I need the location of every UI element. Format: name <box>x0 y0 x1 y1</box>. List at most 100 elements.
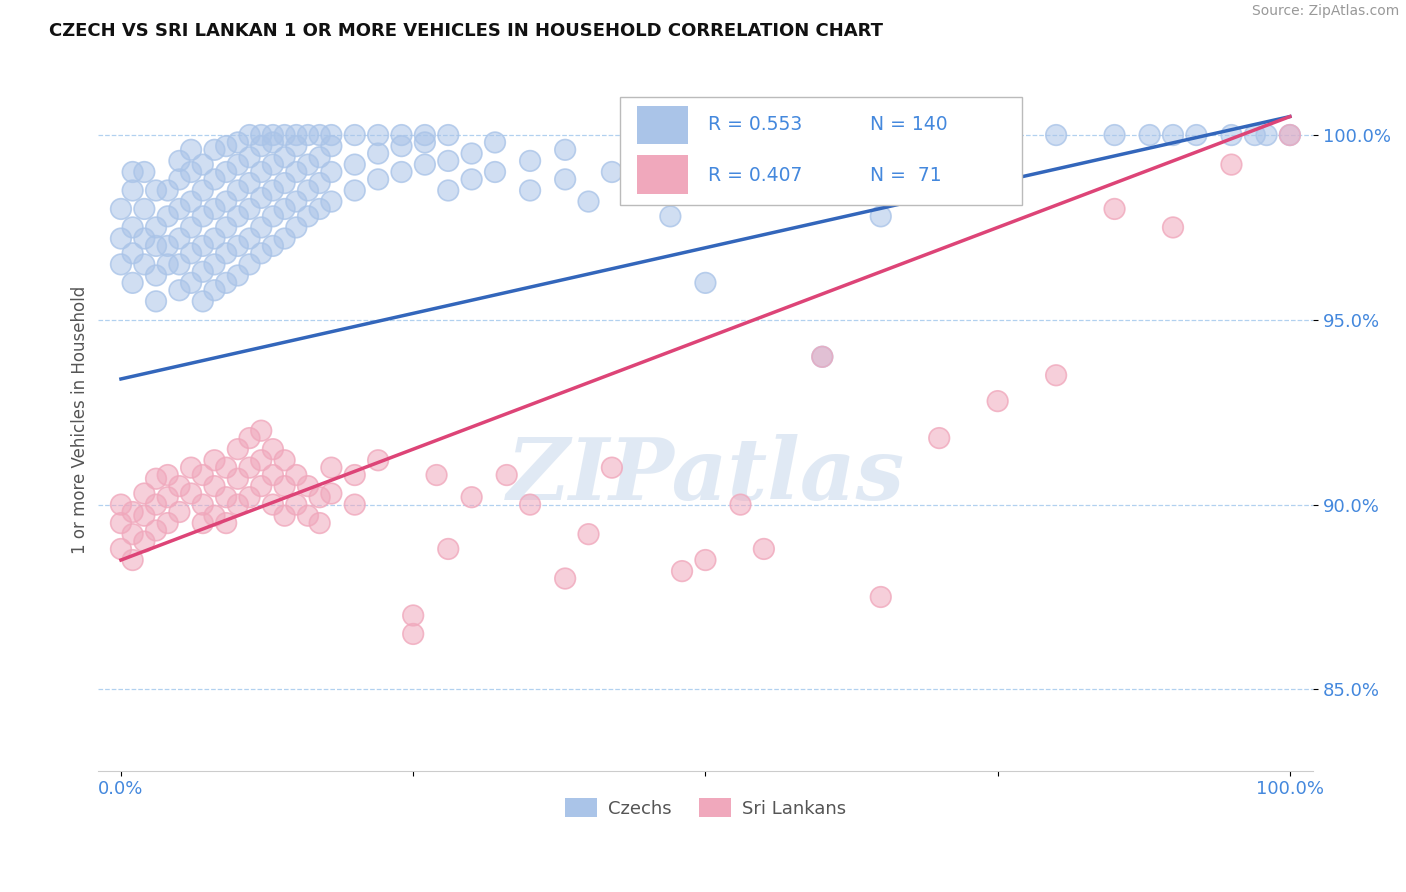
Point <box>156 184 179 198</box>
Point <box>191 239 214 253</box>
Point <box>402 627 425 641</box>
Point <box>1045 368 1067 383</box>
Point <box>156 257 179 271</box>
Point <box>297 128 319 142</box>
Point <box>308 516 330 530</box>
Point <box>215 460 238 475</box>
Point <box>204 283 226 297</box>
Point <box>110 516 132 530</box>
Point <box>495 468 517 483</box>
Point <box>250 191 273 205</box>
Point <box>437 541 460 556</box>
Point <box>262 210 284 224</box>
Point <box>180 143 202 157</box>
Point <box>262 468 284 483</box>
Point <box>460 146 482 161</box>
Point <box>180 143 202 157</box>
Point <box>273 150 295 164</box>
Point <box>226 498 249 512</box>
Point <box>226 136 249 150</box>
Point <box>180 246 202 260</box>
Point <box>1243 128 1265 142</box>
Point <box>262 468 284 483</box>
Point <box>145 524 167 538</box>
Point <box>238 431 260 445</box>
Point <box>484 165 506 179</box>
Point <box>262 128 284 142</box>
Point <box>180 165 202 179</box>
Point <box>987 394 1010 409</box>
Point <box>285 220 308 235</box>
Point <box>285 498 308 512</box>
Point <box>321 194 343 209</box>
Point <box>238 460 260 475</box>
Point <box>1278 128 1301 142</box>
Point <box>600 165 623 179</box>
Point <box>238 231 260 245</box>
Point <box>437 128 460 142</box>
Point <box>262 128 284 142</box>
Point <box>134 202 156 216</box>
Point <box>554 172 576 186</box>
Point <box>145 498 167 512</box>
Point <box>169 231 191 245</box>
Point <box>834 158 856 172</box>
Point <box>169 257 191 271</box>
Point <box>297 508 319 523</box>
Text: R = 0.407: R = 0.407 <box>707 166 803 185</box>
Point <box>215 246 238 260</box>
Point <box>238 490 260 504</box>
Point <box>285 139 308 153</box>
Point <box>121 276 143 290</box>
Point <box>169 505 191 519</box>
Point <box>238 150 260 164</box>
Point <box>110 516 132 530</box>
Point <box>191 498 214 512</box>
Point <box>191 468 214 483</box>
Point <box>121 276 143 290</box>
Point <box>413 158 436 172</box>
Point <box>1104 202 1126 216</box>
Point <box>519 184 541 198</box>
Point <box>928 431 950 445</box>
Point <box>180 460 202 475</box>
Point <box>238 128 260 142</box>
Point <box>987 146 1010 161</box>
Text: ZIPatlas: ZIPatlas <box>506 434 904 517</box>
Point <box>215 194 238 209</box>
Point <box>238 128 260 142</box>
Point <box>250 479 273 493</box>
Point <box>308 150 330 164</box>
Point <box>297 508 319 523</box>
Point <box>343 128 366 142</box>
Point <box>437 153 460 168</box>
Point <box>156 468 179 483</box>
Point <box>437 128 460 142</box>
Point <box>273 150 295 164</box>
Point <box>273 479 295 493</box>
Point <box>215 516 238 530</box>
Point <box>869 210 891 224</box>
Point <box>215 490 238 504</box>
Point <box>204 453 226 467</box>
Point <box>145 184 167 198</box>
Point <box>987 146 1010 161</box>
Point <box>110 541 132 556</box>
Point <box>180 194 202 209</box>
FancyBboxPatch shape <box>637 155 689 194</box>
Point <box>343 498 366 512</box>
Point <box>215 516 238 530</box>
Point <box>262 158 284 172</box>
Point <box>437 541 460 556</box>
Point <box>226 472 249 486</box>
Point <box>285 498 308 512</box>
Point <box>1220 128 1243 142</box>
Point <box>215 165 238 179</box>
Point <box>308 202 330 216</box>
Point <box>426 468 449 483</box>
Point <box>671 564 693 578</box>
Point <box>671 564 693 578</box>
Point <box>121 184 143 198</box>
Point <box>250 128 273 142</box>
Point <box>204 257 226 271</box>
